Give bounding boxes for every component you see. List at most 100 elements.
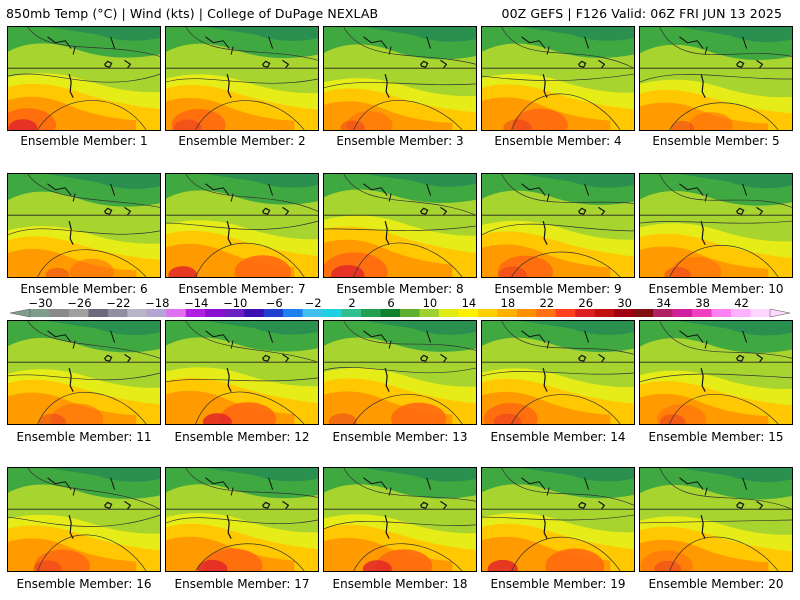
colorbar-swatch <box>692 309 712 317</box>
colorbar-swatch <box>107 309 128 317</box>
ensemble-member-label: Ensemble Member: 15 <box>648 430 784 444</box>
ensemble-member-label: Ensemble Member: 8 <box>336 282 464 296</box>
colorbar-tick-label: −2 <box>304 296 322 310</box>
ensemble-member-label: Ensemble Member: 17 <box>174 577 310 591</box>
colorbar-swatch <box>477 309 498 317</box>
temperature-field <box>482 468 634 571</box>
colorbar-swatch <box>672 309 693 317</box>
ensemble-member-map <box>323 26 477 131</box>
ensemble-member-map <box>481 26 635 131</box>
ensemble-member-map <box>165 173 319 278</box>
temperature-field <box>166 321 318 424</box>
colorbar-swatch <box>146 309 167 317</box>
colorbar-tick-label: 42 <box>734 296 749 310</box>
colorbar-swatch <box>536 309 557 317</box>
temperature-field <box>640 468 792 571</box>
ensemble-member-map <box>481 467 635 572</box>
ensemble-member-map <box>323 467 477 572</box>
ensemble-member-map <box>7 320 161 425</box>
temperature-field <box>166 27 318 130</box>
temperature-field <box>324 468 476 571</box>
ensemble-member-label: Ensemble Member: 1 <box>20 134 148 148</box>
colorbar-swatch <box>244 309 264 317</box>
ensemble-member-map <box>165 26 319 131</box>
colorbar-swatch <box>750 309 771 317</box>
ensemble-member-label: Ensemble Member: 10 <box>648 282 784 296</box>
colorbar-swatch <box>68 309 89 317</box>
colorbar-tick-label: −10 <box>223 296 248 310</box>
colorbar-tick-label: 38 <box>695 296 710 310</box>
temperature-field <box>482 27 634 130</box>
ensemble-member-label: Ensemble Member: 2 <box>178 134 306 148</box>
colorbar-swatch <box>224 309 245 317</box>
colorbar-swatch <box>633 309 654 317</box>
colorbar-tick-label: −6 <box>265 296 283 310</box>
colorbar-swatch <box>516 309 537 317</box>
temperature-field <box>640 27 792 130</box>
ensemble-member-label: Ensemble Member: 20 <box>648 577 784 591</box>
ensemble-member-map <box>639 26 793 131</box>
colorbar-swatch <box>711 309 732 317</box>
colorbar-tick-label: 34 <box>656 296 671 310</box>
ensemble-member-label: Ensemble Member: 5 <box>652 134 780 148</box>
temperature-field <box>640 321 792 424</box>
colorbar-tick-label: 14 <box>461 296 477 310</box>
colorbar-swatch <box>205 309 226 317</box>
temperature-field <box>166 468 318 571</box>
ensemble-member-map <box>323 173 477 278</box>
colorbar-swatch <box>438 309 459 317</box>
colorbar-tick-label: 22 <box>539 296 555 310</box>
temperature-field <box>640 174 792 277</box>
colorbar-swatch <box>322 309 342 317</box>
ensemble-member-label: Ensemble Member: 3 <box>336 134 464 148</box>
colorbar-tick-label: −26 <box>67 296 92 310</box>
temperature-colorbar <box>10 308 790 318</box>
colorbar-swatch <box>88 309 109 317</box>
colorbar-swatch <box>127 309 148 317</box>
temperature-field <box>8 468 160 571</box>
colorbar-swatch <box>263 309 284 317</box>
colorbar-swatch <box>575 309 596 317</box>
colorbar-tick-label: 6 <box>387 296 395 310</box>
ensemble-member-label: Ensemble Member: 14 <box>490 430 626 444</box>
ensemble-member-map <box>639 173 793 278</box>
colorbar-swatch <box>555 309 576 317</box>
colorbar-tick-label: −22 <box>106 296 131 310</box>
colorbar-swatch <box>30 309 50 317</box>
colorbar-swatch <box>185 309 206 317</box>
colorbar-swatch <box>594 309 615 317</box>
ensemble-member-map <box>481 320 635 425</box>
temperature-field <box>482 174 634 277</box>
colorbar-tick-label: −30 <box>28 296 53 310</box>
ensemble-member-map <box>639 467 793 572</box>
ensemble-member-label: Ensemble Member: 7 <box>178 282 306 296</box>
colorbar-swatch <box>731 309 751 317</box>
ensemble-member-map <box>165 320 319 425</box>
temperature-field <box>324 174 476 277</box>
ensemble-member-label: Ensemble Member: 18 <box>332 577 468 591</box>
colorbar-swatch <box>400 309 420 317</box>
colorbar-tick-label: −18 <box>145 296 170 310</box>
colorbar-swatch <box>614 309 634 317</box>
temperature-field <box>8 27 160 130</box>
colorbar-tick-label: 30 <box>617 296 632 310</box>
colorbar-swatch <box>497 309 518 317</box>
temperature-field <box>482 321 634 424</box>
colorbar-swatch <box>458 309 479 317</box>
colorbar-right-arrow <box>769 308 790 318</box>
colorbar-tick-label: −14 <box>184 296 209 310</box>
temperature-field <box>8 174 160 277</box>
ensemble-member-map <box>639 320 793 425</box>
ensemble-member-label: Ensemble Member: 6 <box>20 282 148 296</box>
ensemble-member-label: Ensemble Member: 4 <box>494 134 622 148</box>
ensemble-member-map <box>7 173 161 278</box>
ensemble-member-label: Ensemble Member: 16 <box>16 577 152 591</box>
ensemble-member-label: Ensemble Member: 9 <box>494 282 622 296</box>
colorbar-swatch <box>49 309 70 317</box>
ensemble-member-map <box>165 467 319 572</box>
temperature-field <box>324 27 476 130</box>
ensemble-member-label: Ensemble Member: 19 <box>490 577 626 591</box>
colorbar-swatch <box>380 309 401 317</box>
colorbar-swatch <box>361 309 381 317</box>
ensemble-member-label: Ensemble Member: 11 <box>16 430 152 444</box>
